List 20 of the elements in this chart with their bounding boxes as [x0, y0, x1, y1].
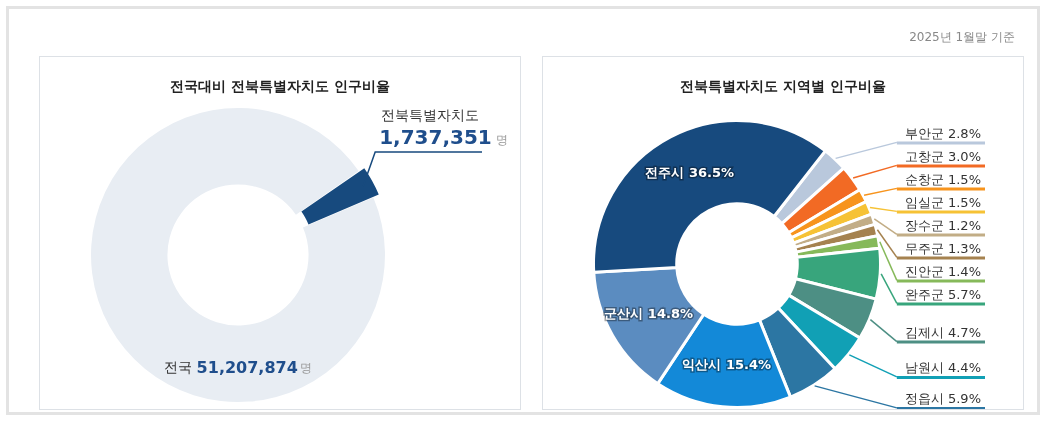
slice-label: 김제시 4.7%: [904, 324, 981, 340]
slice-label: 전국: [164, 359, 197, 376]
slice-label: 익산시 15.4%: [682, 356, 771, 372]
slice-label: 임실군 1.5%: [904, 194, 981, 210]
data-label: 51,207,874명: [196, 357, 312, 377]
text: 2025년 1월말 기준: [909, 30, 1015, 44]
slice-label: 장수군 1.2%: [904, 217, 981, 233]
slice-label: 순창군 1.5%: [904, 171, 981, 187]
slice-label: 군산시 14.8%: [604, 306, 693, 322]
slice-label: 전북특별자치도: [381, 106, 480, 123]
chart-title: 전북특별자치도 지역별 인구비율: [680, 77, 886, 94]
slice-label: 무주군 1.3%: [904, 240, 981, 256]
slice-label: 정읍시 5.9%: [904, 391, 981, 407]
slice-label: 고창군 3.0%: [904, 148, 981, 164]
slice-label: 전주시 36.5%: [645, 165, 735, 181]
chart-title: 전국대비 전북특별자치도 인구비율: [170, 77, 390, 94]
slice-label: 남원시 4.4%: [904, 360, 981, 376]
slice-label: 부안군 2.8%: [904, 125, 981, 141]
slice-label: 진안군 1.4%: [904, 263, 981, 279]
slice-label: 완주군 5.7%: [904, 286, 981, 302]
